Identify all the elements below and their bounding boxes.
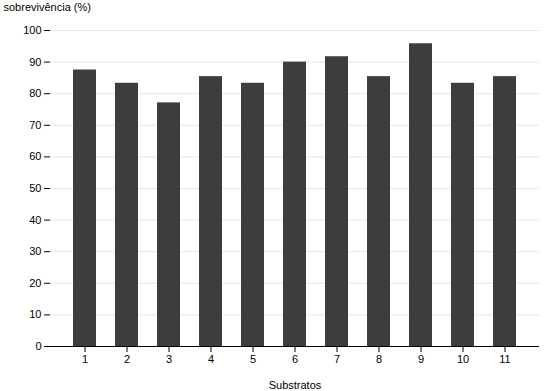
svg-text:11: 11	[499, 353, 510, 365]
svg-text:100: 100	[23, 24, 41, 36]
svg-text:Substratos: Substratos	[269, 379, 322, 391]
svg-text:60: 60	[29, 150, 41, 162]
svg-text:20: 20	[29, 277, 41, 289]
svg-text:2: 2	[124, 353, 130, 365]
svg-text:0: 0	[35, 340, 41, 352]
svg-text:7: 7	[334, 353, 340, 365]
svg-text:70: 70	[29, 119, 41, 131]
svg-text:9: 9	[418, 353, 424, 365]
svg-text:40: 40	[29, 214, 41, 226]
svg-text:10: 10	[457, 353, 469, 365]
svg-text:4: 4	[208, 353, 214, 365]
svg-text:5: 5	[250, 353, 256, 365]
svg-text:80: 80	[29, 87, 41, 99]
svg-text:3: 3	[166, 353, 172, 365]
svg-text:30: 30	[29, 245, 41, 257]
svg-text:10: 10	[29, 308, 41, 320]
svg-text:1: 1	[82, 353, 88, 365]
svg-text:90: 90	[29, 56, 41, 68]
svg-text:6: 6	[292, 353, 298, 365]
svg-text:8: 8	[376, 353, 382, 365]
svg-text:50: 50	[29, 182, 41, 194]
svg-text:sobrevivência (%): sobrevivência (%)	[4, 1, 91, 13]
